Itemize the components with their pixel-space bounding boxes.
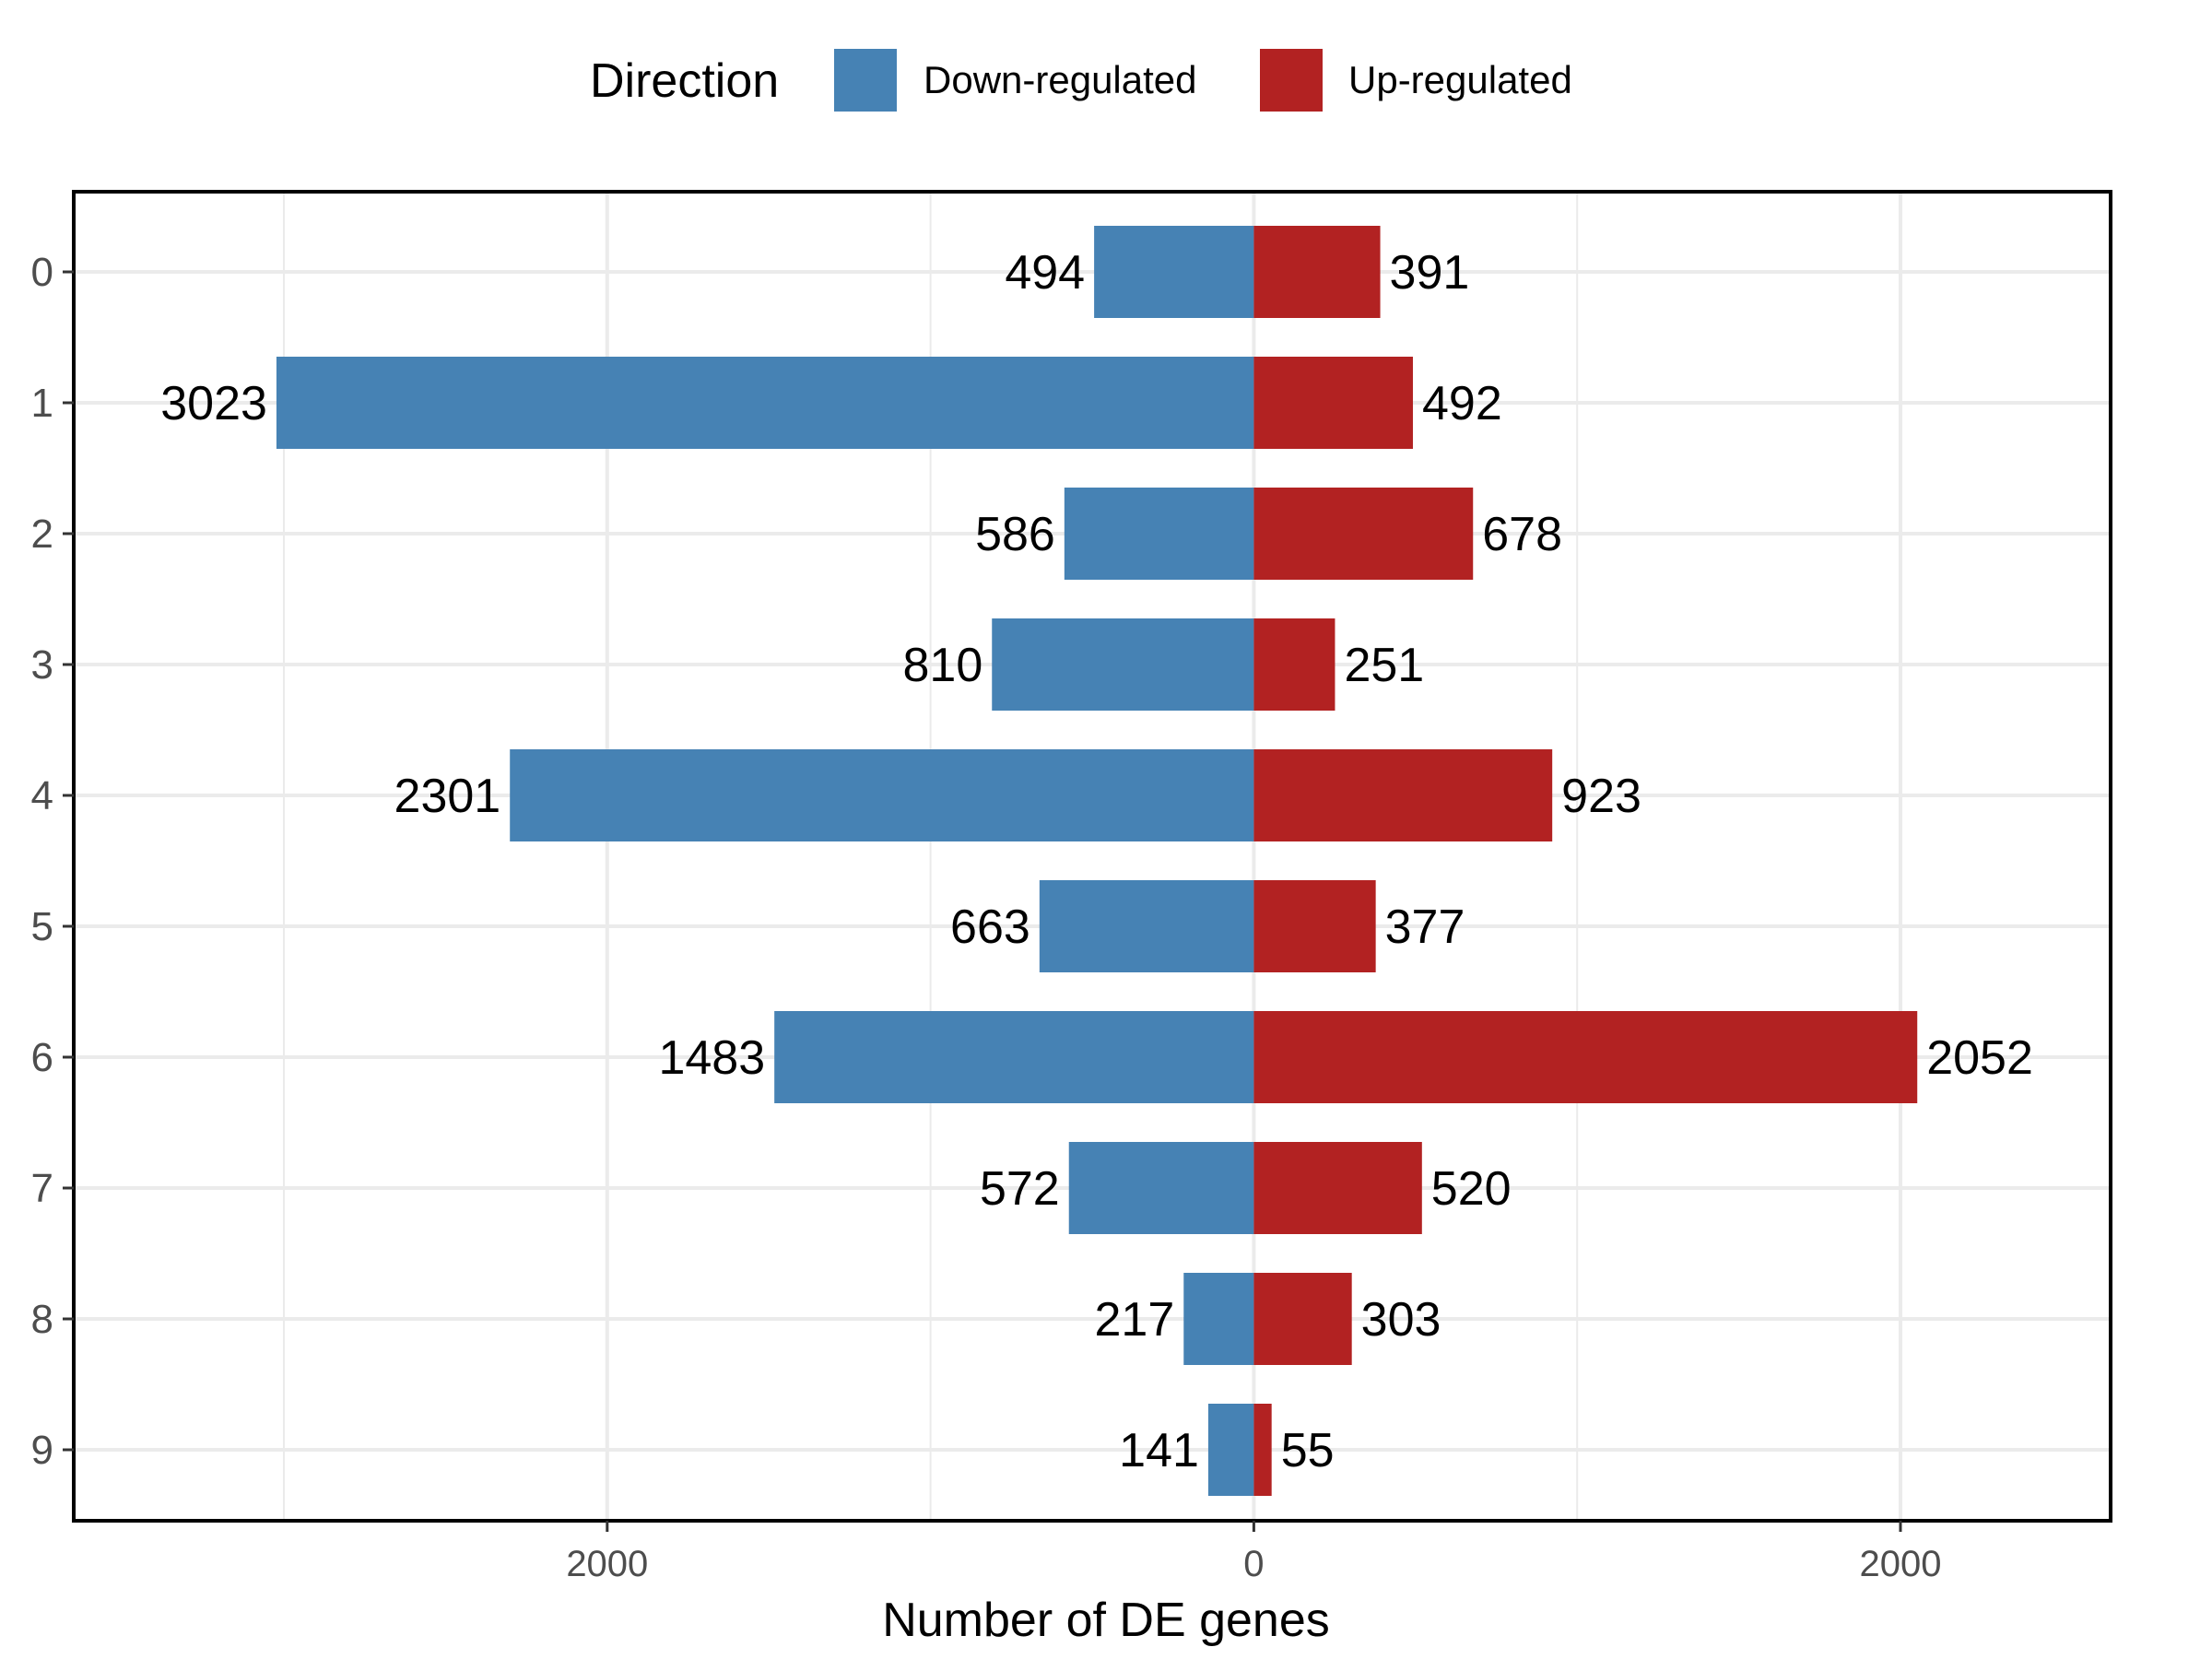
- data-label-up: 2052: [1926, 1031, 2033, 1085]
- legend-label-up: Up-regulated: [1348, 58, 1572, 101]
- legend: Direction Down-regulated Up-regulated: [0, 46, 2212, 120]
- data-label-down: 586: [975, 508, 1055, 561]
- bar-down-regulated: [1064, 488, 1254, 580]
- bar-up-regulated: [1253, 1404, 1272, 1496]
- data-label-up: 303: [1361, 1293, 1441, 1347]
- y-tick-label: 4: [31, 773, 53, 818]
- data-label-up: 377: [1385, 900, 1465, 954]
- x-axis-title: Number of DE genes: [882, 1594, 1330, 1647]
- bar-up-regulated: [1253, 1011, 1918, 1103]
- data-label-up: 391: [1390, 246, 1470, 300]
- y-tick-label: 0: [31, 250, 53, 295]
- y-tick-label: 1: [31, 381, 53, 426]
- bar-up-regulated: [1253, 749, 1553, 841]
- x-tick-label: 2000: [566, 1544, 648, 1584]
- bar-down-regulated: [774, 1011, 1254, 1103]
- y-tick-label: 7: [31, 1166, 53, 1211]
- y-tick-label: 6: [31, 1035, 53, 1080]
- bar-up-regulated: [1253, 488, 1474, 580]
- bar-up-regulated: [1253, 618, 1335, 711]
- legend-label-down: Down-regulated: [924, 58, 1197, 101]
- data-label-up: 492: [1422, 377, 1502, 430]
- data-label-down: 810: [902, 639, 982, 692]
- bar-up-regulated: [1253, 226, 1381, 318]
- bar-up-regulated: [1253, 880, 1376, 972]
- legend-swatch-up: [1260, 49, 1323, 112]
- bar-down-regulated: [276, 357, 1254, 449]
- data-label-down: 663: [950, 900, 1030, 954]
- bar-up-regulated: [1253, 1273, 1352, 1365]
- data-label-down: 572: [980, 1162, 1060, 1216]
- data-label-up: 678: [1482, 508, 1562, 561]
- data-label-down: 217: [1095, 1293, 1175, 1347]
- bar-up-regulated: [1253, 357, 1413, 449]
- bar-down-regulated: [1068, 1142, 1254, 1234]
- y-tick-label: 9: [31, 1428, 53, 1473]
- y-tick-label: 5: [31, 904, 53, 949]
- bar-down-regulated: [510, 749, 1254, 841]
- y-tick-label: 8: [31, 1297, 53, 1342]
- y-tick-label: 3: [31, 642, 53, 688]
- legend-swatch-down: [834, 49, 897, 112]
- x-tick-label: 2000: [1859, 1544, 1941, 1584]
- data-label-down: 2301: [394, 770, 501, 823]
- bar-down-regulated: [1094, 226, 1254, 318]
- data-label-up: 520: [1431, 1162, 1512, 1216]
- data-label-down: 1483: [658, 1031, 765, 1085]
- data-label-up: 55: [1281, 1424, 1335, 1477]
- bar-down-regulated: [1207, 1404, 1254, 1496]
- legend-title: Direction: [590, 54, 780, 108]
- x-tick-label: 0: [1243, 1544, 1264, 1584]
- bar-down-regulated: [1039, 880, 1254, 972]
- plot-border: [72, 190, 2112, 1523]
- data-label-down: 141: [1119, 1424, 1199, 1477]
- data-label-down: 3023: [160, 377, 267, 430]
- bar-down-regulated: [1183, 1273, 1254, 1365]
- bar-down-regulated: [992, 618, 1254, 711]
- data-label-up: 923: [1561, 770, 1641, 823]
- y-tick-label: 2: [31, 512, 53, 557]
- data-label-up: 251: [1344, 639, 1424, 692]
- data-label-down: 494: [1005, 246, 1085, 300]
- bar-up-regulated: [1253, 1142, 1422, 1234]
